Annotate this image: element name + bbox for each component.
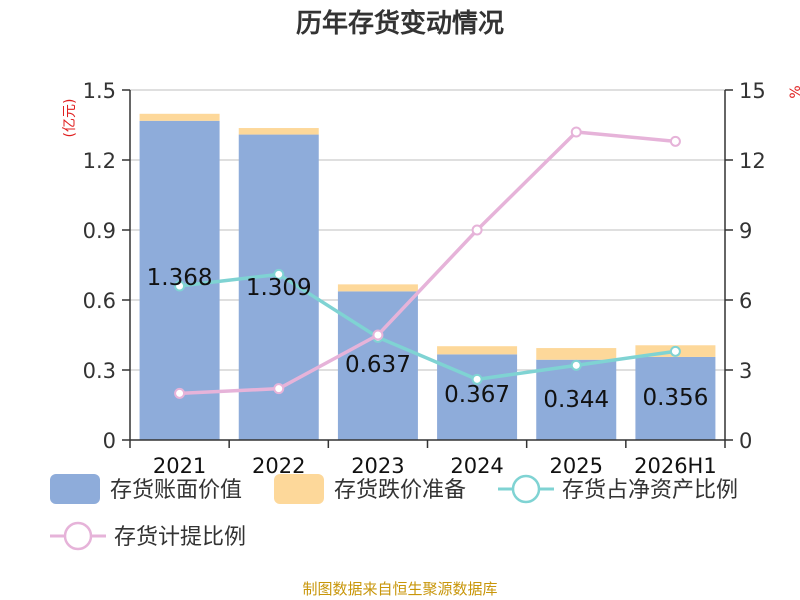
bar-存货跌价准备-2022 (238, 128, 319, 135)
bar-value-label: 0.367 (444, 382, 510, 408)
bar-存货账面价值-2026H1 (635, 356, 716, 440)
series-lines (174, 126, 681, 399)
chart-title: 历年存货变动情况 (296, 8, 504, 39)
legend-swatch-存货账面价值 (50, 474, 100, 504)
bar-存货跌价准备-2025 (536, 348, 617, 360)
right-tick-label: 3 (739, 359, 752, 383)
legend-label-存货占净资产比例: 存货占净资产比例 (562, 478, 738, 503)
legend-label-存货账面价值: 存货账面价值 (110, 478, 242, 503)
bar-value-label: 1.368 (147, 265, 213, 291)
bar-存货跌价准备-2021 (139, 113, 220, 121)
point-存货计提比例-2025 (570, 126, 582, 138)
legend-label-存货跌价准备: 存货跌价准备 (334, 478, 466, 503)
point-存货占净资产比例-2021 (174, 280, 186, 292)
x-tick-label: 2025 (550, 454, 603, 478)
legend-label-存货计提比例: 存货计提比例 (114, 525, 246, 550)
bar-value-label: 1.309 (246, 275, 312, 301)
legend-marker-存货计提比例 (63, 521, 93, 551)
data-source: 制图数据来自恒生聚源数据库 (302, 580, 497, 598)
x-tick-label: 2024 (450, 454, 503, 478)
left-axis-unit: (亿元) (62, 99, 78, 138)
left-tick-label: 0.6 (83, 289, 116, 313)
right-tick-label: 6 (739, 289, 752, 313)
bar-存货跌价准备-2024 (437, 346, 518, 355)
left-tick-label: 0.9 (83, 219, 116, 243)
bar-存货账面价值-2023 (337, 291, 418, 440)
legend-swatch-存货跌价准备 (274, 474, 324, 504)
bar-value-label: 0.344 (543, 387, 609, 413)
point-存货占净资产比例-2025 (570, 359, 582, 371)
right-tick-label: 12 (739, 149, 766, 173)
point-存货占净资产比例-2026H1 (669, 345, 681, 357)
point-存货计提比例-2022 (273, 383, 285, 395)
point-存货占净资产比例-2022 (273, 268, 285, 280)
left-tick-label: 0.3 (83, 359, 116, 383)
point-存货计提比例-2021 (174, 387, 186, 399)
line-存货计提比例 (179, 130, 676, 396)
bar-存货账面价值-2025 (536, 359, 617, 440)
bar-存货跌价准备-2023 (337, 284, 418, 292)
point-存货占净资产比例-2024 (471, 373, 483, 385)
line-存货占净资产比例 (179, 272, 676, 382)
point-存货计提比例-2024 (471, 224, 483, 236)
bar-存货账面价值-2021 (139, 120, 220, 441)
bar-value-label: 0.356 (642, 385, 708, 411)
right-tick-label: 9 (739, 219, 752, 243)
right-axis-unit: % (788, 85, 800, 98)
x-tick-label: 2026H1 (634, 454, 717, 478)
left-tick-label: 1.2 (83, 149, 116, 173)
grid-lines (130, 89, 725, 371)
data-labels: 1.368 1.309 0.637 0.367 0.344 0.356 (147, 265, 709, 413)
right-tick-label: 0 (739, 429, 752, 453)
bar-value-label: 0.637 (345, 352, 411, 378)
point-存货计提比例-2023 (372, 329, 384, 341)
left-tick-label: 1.5 (83, 79, 116, 103)
x-tick-label: 2021 (153, 454, 206, 478)
right-tick-label: 15 (739, 79, 766, 103)
point-存货计提比例-2026H1 (669, 135, 681, 147)
x-tick-label: 2023 (351, 454, 404, 478)
legend-marker-存货占净资产比例 (511, 474, 541, 504)
left-tick-label: 0 (103, 429, 116, 453)
